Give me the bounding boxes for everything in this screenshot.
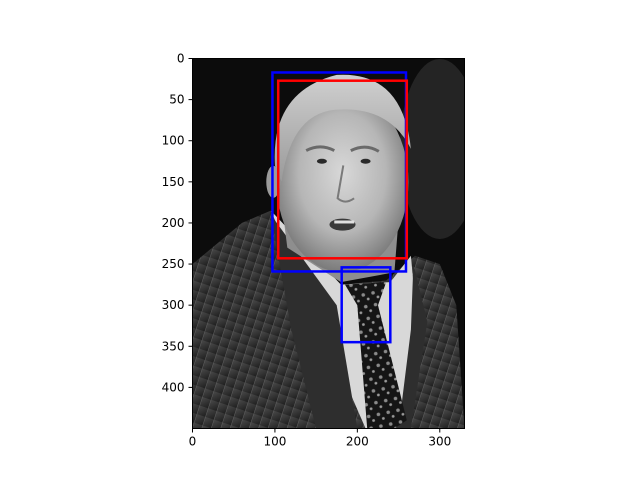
blue-bounding-box-2 xyxy=(340,266,392,344)
tie xyxy=(345,282,407,429)
y-tick-label: 50 xyxy=(169,93,184,107)
y-tick-label: 350 xyxy=(162,339,185,353)
y-tick-label: 250 xyxy=(162,257,185,271)
axes-frame xyxy=(192,58,465,429)
y-axis-ticks: 0 50 100 150 200 250 300 350 400 xyxy=(162,52,193,394)
face xyxy=(276,91,409,273)
photo-image xyxy=(192,58,465,429)
x-tick-label: 100 xyxy=(263,435,286,449)
y-tick-label: 300 xyxy=(162,298,185,312)
axes-border xyxy=(192,58,465,429)
y-tick-label: 400 xyxy=(162,380,185,394)
x-axis-ticks: 0 100 200 300 xyxy=(189,428,451,449)
bounding-boxes xyxy=(271,71,409,344)
right-lapel xyxy=(398,264,428,429)
y-tick-label: 200 xyxy=(162,216,185,230)
background-blur xyxy=(399,58,465,239)
left-eyebrow xyxy=(305,145,336,152)
y-tick-label: 0 xyxy=(177,52,185,66)
x-tick-label: 0 xyxy=(189,435,197,449)
nose xyxy=(336,165,355,203)
x-tick-label: 300 xyxy=(428,435,451,449)
left-eye xyxy=(316,158,327,164)
right-eyebrow xyxy=(350,145,380,153)
x-tick-label: 200 xyxy=(346,435,369,449)
left-lapel xyxy=(270,214,358,429)
y-tick-label: 150 xyxy=(162,175,185,189)
right-eye xyxy=(360,158,371,164)
photo-content xyxy=(192,58,465,429)
red-bounding-box-1 xyxy=(276,79,409,260)
y-tick-label: 100 xyxy=(162,134,185,148)
mouth xyxy=(329,218,356,231)
hair xyxy=(274,74,411,182)
teeth xyxy=(334,220,355,224)
